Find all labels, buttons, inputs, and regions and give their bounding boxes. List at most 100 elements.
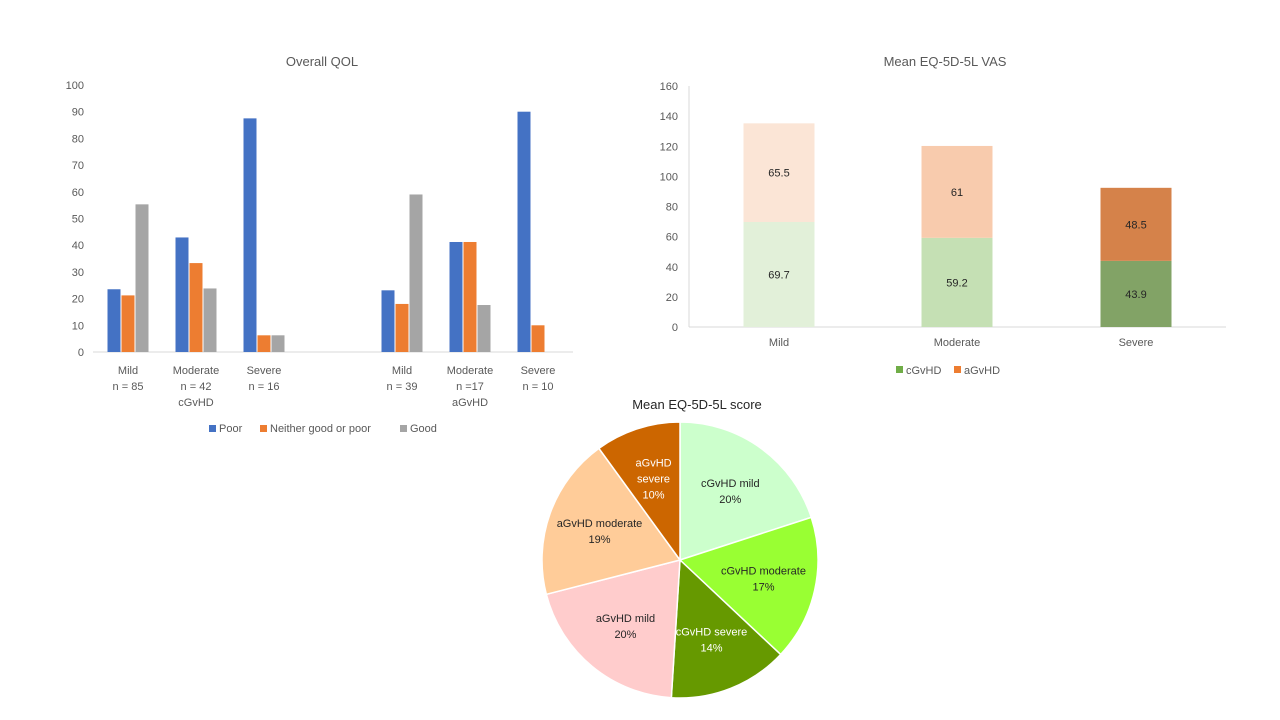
category-n-cgvhd-moderate: n = 42: [181, 381, 212, 393]
bar-agvhd-moderate-neither-good-or-poor: [463, 241, 477, 352]
legend-swatch-good: [400, 425, 407, 432]
bar-agvhd-mild-poor: [381, 290, 395, 352]
category-label-cgvhd-mild: Mild: [118, 365, 138, 377]
vas-data-label-moderate-cgvhd: 59.2: [946, 277, 967, 289]
legend-swatch-neither-good-or-poor: [260, 425, 267, 432]
bar-agvhd-severe-poor: [517, 111, 531, 352]
group-label-cgvhd: cGvHD: [178, 397, 214, 409]
pie-label-cgvhd-mild-name-0: cGvHD mild: [701, 478, 760, 490]
vas-legend-label-agvhd: aGvHD: [964, 365, 1000, 377]
bar-agvhd-mild-good: [409, 194, 423, 352]
vas-y-tick-label-100: 100: [660, 171, 678, 183]
vas-y-tick-label-0: 0: [672, 322, 678, 334]
bar-cgvhd-severe-good: [271, 335, 285, 352]
vas-data-label-moderate-agvhd: 61: [951, 187, 963, 199]
y-tick-label-40: 40: [72, 240, 84, 252]
pie-label-agvhd-moderate-name-0: aGvHD moderate: [557, 518, 643, 530]
pie-label-agvhd-severe-name-1: severe: [637, 474, 670, 486]
bar-cgvhd-moderate-poor: [175, 237, 189, 352]
vas-y-tick-label-120: 120: [660, 141, 678, 153]
pie-label-agvhd-moderate-pct: 19%: [588, 534, 610, 546]
pie-slice-cgvhd-moderate: [678, 516, 819, 656]
y-tick-label-90: 90: [72, 107, 84, 119]
pie-title: Mean EQ-5D-5L score: [632, 397, 762, 412]
pie-slice-agvhd-severe: [597, 421, 681, 563]
y-tick-label-30: 30: [72, 267, 84, 279]
pie-label-cgvhd-severe-pct: 14%: [700, 643, 722, 655]
vas-bar-severe-agvhd: [1100, 187, 1172, 261]
vas-bar-moderate-agvhd: [921, 145, 993, 238]
vas-y-tick-label-80: 80: [666, 202, 678, 214]
vas-y-tick-label-40: 40: [666, 262, 678, 274]
bar-cgvhd-mild-neither-good-or-poor: [121, 295, 135, 352]
vas-category-label-severe: Severe: [1119, 337, 1154, 349]
overall-qol-category-labels: Mild n = 85 Moderate n = 42 Severe n = 16 Mild…: [113, 365, 556, 393]
vas-data-label-severe-agvhd: 48.5: [1125, 219, 1146, 231]
bar-cgvhd-mild-good: [135, 204, 149, 352]
bar-cgvhd-mild-poor: [107, 289, 121, 352]
y-tick-label-70: 70: [72, 160, 84, 172]
vas-category-label-mild: Mild: [769, 337, 789, 349]
pie-label-cgvhd-severe-name-0: cGvHD severe: [676, 627, 748, 639]
category-n-agvhd-severe: n = 10: [523, 381, 554, 393]
vas-bar-mild-cgvhd: [743, 222, 815, 327]
vas-title: Mean EQ-5D-5L VAS: [884, 54, 1007, 69]
vas-bar-moderate-cgvhd: [921, 237, 993, 327]
y-tick-label-20: 20: [72, 294, 84, 306]
vas-y-tick-label-140: 140: [660, 111, 678, 123]
pie-slice-cgvhd-severe: [670, 558, 782, 699]
pie-label-agvhd-mild-pct: 20%: [614, 629, 636, 641]
bar-agvhd-moderate-poor: [449, 241, 463, 352]
legend-label-good: Good: [410, 423, 437, 435]
group-label-agvhd: aGvHD: [452, 397, 488, 409]
vas-data-label-mild-agvhd: 65.5: [768, 168, 789, 180]
pie-slice-cgvhd-mild: [679, 421, 813, 562]
pie-label-cgvhd-mild-pct: 20%: [719, 494, 741, 506]
pie-slice-agvhd-moderate: [541, 447, 682, 596]
vas-y-tick-label-60: 60: [666, 232, 678, 244]
overall-qol-title: Overall QOL: [286, 54, 358, 69]
bar-cgvhd-severe-neither-good-or-poor: [257, 335, 271, 352]
category-label-cgvhd-severe: Severe: [247, 365, 282, 377]
vas-category-labels: Mild Moderate Severe: [769, 337, 1154, 349]
pie-label-cgvhd-moderate-name-0: cGvHD moderate: [721, 566, 806, 578]
vas-legend: cGvHD aGvHD: [896, 365, 1000, 377]
y-tick-label-50: 50: [72, 214, 84, 226]
vas-data-label-severe-cgvhd: 43.9: [1125, 289, 1146, 301]
overall-qol-y-axis: 0 10 20 30 40 50 60 70 80 90 100: [66, 80, 573, 359]
bar-cgvhd-severe-poor: [243, 118, 257, 352]
pie-labels: cGvHD mild 20% cGvHD moderate 17% cGvHD seve…: [557, 458, 806, 655]
category-n-cgvhd-severe: n = 16: [249, 381, 280, 393]
pie-slices: [541, 421, 819, 699]
bar-agvhd-mild-neither-good-or-poor: [395, 303, 409, 352]
vas-legend-swatch-agvhd: [954, 366, 961, 373]
legend-swatch-poor: [209, 425, 216, 432]
category-label-agvhd-moderate: Moderate: [447, 365, 493, 377]
y-tick-label-100: 100: [66, 80, 84, 92]
bar-cgvhd-moderate-neither-good-or-poor: [189, 263, 203, 352]
vas-category-label-moderate: Moderate: [934, 337, 980, 349]
vas-bar-mild-agvhd: [743, 123, 815, 223]
pie-label-cgvhd-moderate-pct: 17%: [752, 582, 774, 594]
vas-legend-label-cgvhd: cGvHD: [906, 365, 942, 377]
vas-data-label-mild-cgvhd: 69.7: [768, 270, 789, 282]
category-n-agvhd-moderate: n =17: [456, 381, 484, 393]
y-tick-label-0: 0: [78, 347, 84, 359]
y-tick-label-60: 60: [72, 187, 84, 199]
overall-qol-legend: Poor Neither good or poor Good: [209, 423, 437, 435]
category-label-cgvhd-moderate: Moderate: [173, 365, 219, 377]
category-label-agvhd-mild: Mild: [392, 365, 412, 377]
category-n-cgvhd-mild: n = 85: [113, 381, 144, 393]
bar-agvhd-moderate-good: [477, 305, 491, 352]
pie-slice-agvhd-mild: [545, 559, 681, 699]
category-label-agvhd-severe: Severe: [521, 365, 556, 377]
category-n-agvhd-mild: n = 39: [387, 381, 418, 393]
pie-label-agvhd-severe-pct: 10%: [643, 490, 665, 502]
vas-bar-severe-cgvhd: [1100, 260, 1172, 327]
overall-qol-bars: [107, 111, 545, 352]
pie-label-agvhd-mild-name-0: aGvHD mild: [596, 613, 655, 625]
vas-stacked-chart: Mean EQ-5D-5L VAS 020406080100120140160 …: [660, 54, 1226, 377]
legend-label-poor: Poor: [219, 423, 243, 435]
